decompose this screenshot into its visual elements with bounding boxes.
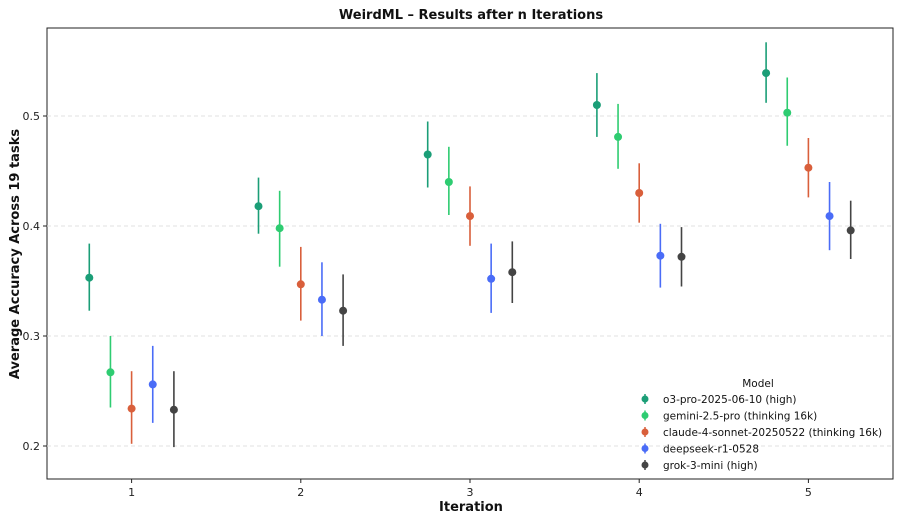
data-point xyxy=(85,273,94,282)
y-axis: 0.2 0.3 0.4 0.5 xyxy=(23,110,47,453)
legend-label: o3-pro-2025-06-10 (high) xyxy=(663,394,797,406)
data-point xyxy=(508,268,517,277)
y-tick-label: 0.4 xyxy=(23,220,41,233)
legend-marker xyxy=(641,461,649,469)
data-point xyxy=(148,380,157,389)
chart-title: WeirdML – Results after n Iterations xyxy=(339,8,603,23)
data-point xyxy=(804,163,813,172)
legend-marker xyxy=(641,395,649,403)
x-tick-label: 5 xyxy=(805,486,812,499)
data-point xyxy=(656,251,665,260)
data-point xyxy=(614,132,623,141)
legend-label: grok-3-mini (high) xyxy=(663,460,758,472)
legend-marker xyxy=(641,445,649,452)
y-axis-label: Average Accuracy Across 19 tasks xyxy=(8,129,23,379)
legend-label: claude-4-sonnet-20250522 (thinking 16k) xyxy=(663,427,882,439)
data-point xyxy=(466,212,474,221)
y-tick-label: 0.2 xyxy=(23,440,41,453)
data-marks xyxy=(85,42,855,448)
y-tick-label: 0.5 xyxy=(23,110,41,123)
legend: Model o3-pro-2025-06-10 (high) gemini-2.5… xyxy=(641,378,882,472)
data-point xyxy=(762,69,771,78)
data-point xyxy=(846,226,855,235)
legend-label: gemini-2.5-pro (thinking 16k) xyxy=(663,411,817,423)
plot-area xyxy=(46,27,894,480)
data-point xyxy=(317,295,326,304)
data-point xyxy=(106,368,115,377)
x-tick-label: 1 xyxy=(128,486,135,499)
x-tick-label: 2 xyxy=(297,486,304,499)
data-point xyxy=(635,189,644,197)
legend-marker xyxy=(641,428,649,436)
data-point xyxy=(783,108,792,117)
x-axis-label: Iteration xyxy=(439,500,503,515)
x-axis: 1 2 3 4 5 xyxy=(128,479,812,499)
data-point xyxy=(487,274,496,283)
data-point xyxy=(275,224,284,233)
data-point xyxy=(592,101,601,109)
data-point xyxy=(296,280,305,289)
legend-title: Model xyxy=(742,378,774,390)
legend-label: deepseek-r1-0528 xyxy=(663,444,759,456)
legend-marker xyxy=(641,412,649,419)
x-tick-label: 4 xyxy=(636,486,643,499)
data-point xyxy=(339,306,348,315)
y-tick-label: 0.3 xyxy=(23,330,41,343)
x-tick-label: 3 xyxy=(467,486,474,499)
data-point xyxy=(825,212,834,221)
data-point xyxy=(254,202,263,211)
data-point xyxy=(423,150,432,159)
data-point xyxy=(444,178,453,186)
data-point xyxy=(169,405,178,414)
data-point xyxy=(677,252,686,261)
data-point xyxy=(127,404,136,413)
